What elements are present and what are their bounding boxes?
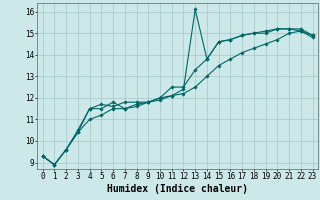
X-axis label: Humidex (Indice chaleur): Humidex (Indice chaleur) [107, 184, 248, 194]
